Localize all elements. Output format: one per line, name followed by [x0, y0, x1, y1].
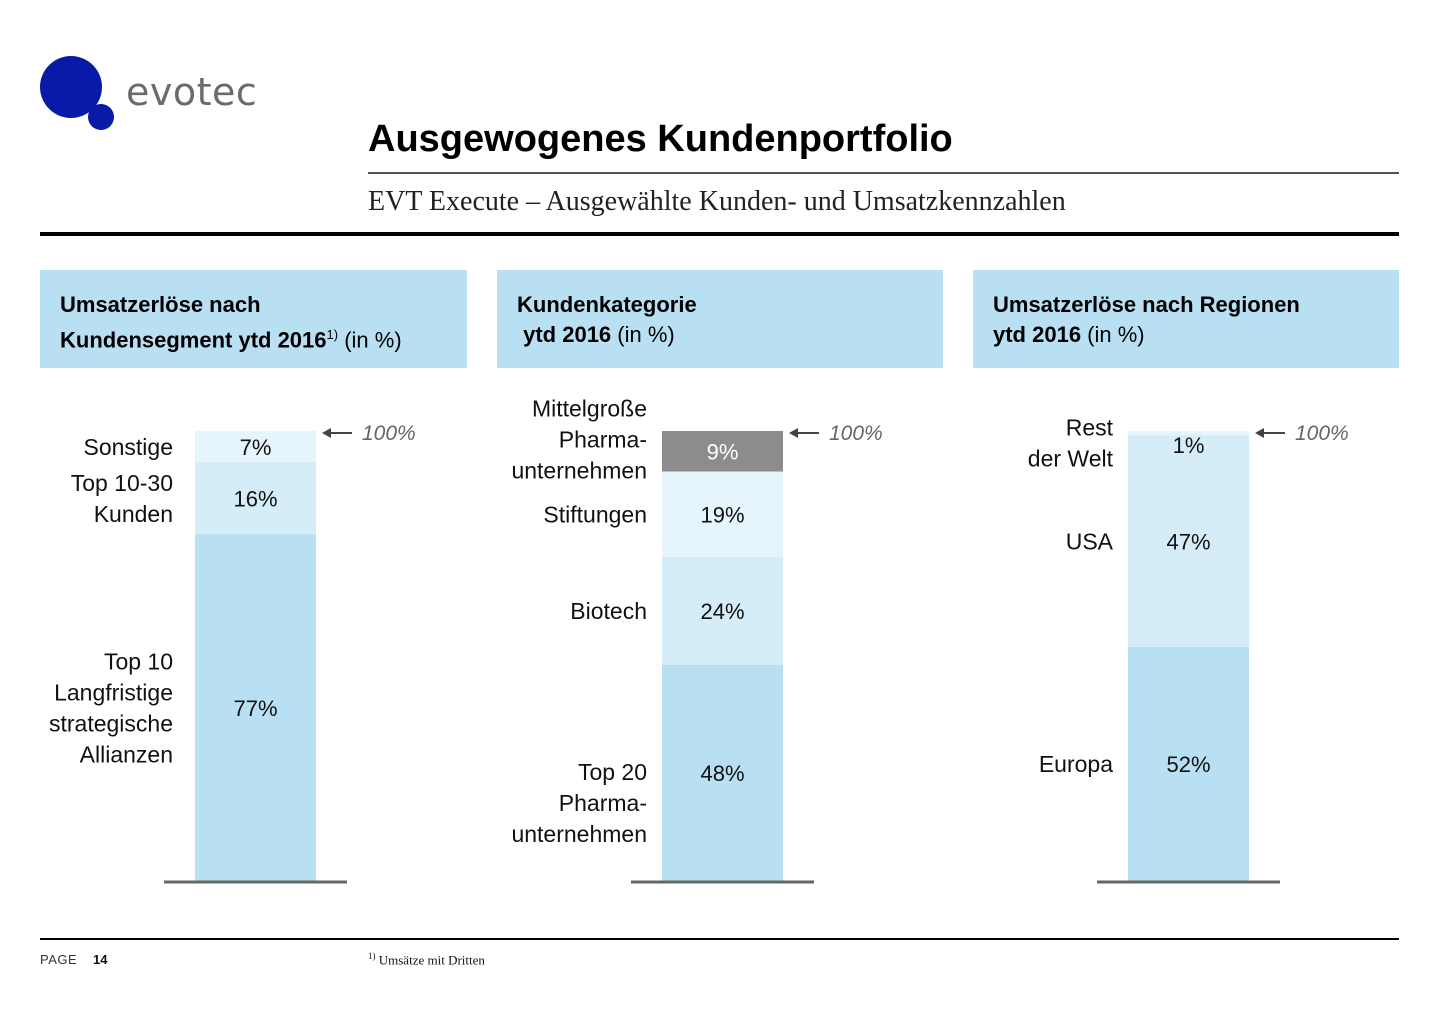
category-label: Top 20 Pharma-unternehmen [511, 759, 647, 847]
bar-segment [1128, 431, 1249, 436]
category-label-line: Langfristige [54, 679, 173, 705]
data-label: 48% [700, 761, 744, 786]
category-label-line: strategische [49, 710, 173, 736]
total-label: 100% [829, 422, 883, 445]
panel-header-line1: Umsatzerlöse nach [60, 292, 261, 317]
panel-header-unit: (in %) [338, 327, 402, 353]
bar-segment [662, 431, 783, 472]
bar-segment [1128, 647, 1249, 881]
title-divider [368, 172, 1399, 174]
panel-header-segment: Umsatzerlöse nach Kundensegment ytd 2016… [40, 270, 467, 368]
bar-segment [1128, 435, 1249, 647]
category-label: Sonstige [83, 434, 173, 460]
data-label: 77% [233, 696, 277, 721]
category-label-line: unternehmen [511, 821, 647, 847]
footnote-mark: 1) [368, 951, 376, 961]
evotec-logo-circle-small [88, 104, 114, 130]
total-label: 100% [362, 422, 416, 445]
category-label-line: Top 20 [578, 759, 647, 785]
panel-header-line2: ytd 2016 [517, 322, 612, 347]
category-label-line: der Welt [1028, 446, 1114, 472]
category-label-line: Pharma- [559, 426, 647, 452]
category-label-line: Sonstige [83, 434, 173, 460]
category-label-line: unternehmen [511, 457, 647, 483]
bar-segment [195, 462, 316, 535]
page-subtitle: EVT Execute – Ausgewählte Kunden- und Um… [368, 186, 1066, 217]
bar-segment [195, 431, 316, 463]
data-label: 7% [240, 435, 272, 460]
bar-segment [195, 534, 316, 881]
category-label: Biotech [570, 598, 647, 624]
category-label: USA [1066, 528, 1114, 554]
category-label-line: USA [1066, 528, 1114, 554]
data-label: 9% [707, 439, 739, 464]
category-label-line: Rest [1066, 415, 1114, 441]
category-label-line: Kunden [94, 501, 173, 527]
reference-arrow-head [322, 428, 331, 438]
page-title: Ausgewogenes Kundenportfolio [368, 118, 953, 160]
category-label-line: Top 10 [104, 648, 173, 674]
footnote-text: Umsätze mit Dritten [375, 952, 485, 968]
bar-segment [662, 665, 783, 881]
footnote: 1) Umsätze mit Dritten [368, 951, 485, 968]
data-label: 24% [700, 599, 744, 624]
stacked-bar-charts: 77% Top 10 Langfristige strategische Allianz… [49, 395, 1349, 884]
category-label-line: Europa [1039, 751, 1113, 777]
bar-segment [662, 471, 783, 557]
data-label: 19% [700, 502, 744, 527]
header-divider [40, 232, 1399, 236]
category-label-line: Stiftungen [543, 501, 647, 527]
category-label-line: Top 10-30 [71, 470, 173, 496]
data-label: 1% [1173, 433, 1205, 458]
category-label: Rest der Welt [1028, 415, 1114, 472]
footer-divider [40, 938, 1399, 940]
category-label-line: Biotech [570, 598, 647, 624]
evotec-logo-text: evotec [126, 70, 258, 114]
category-label-line: Mittelgroße [532, 395, 647, 421]
bar-segment [662, 557, 783, 665]
total-label: 100% [1295, 422, 1349, 445]
panel-header-line1: Umsatzerlöse nach Regionen [993, 292, 1300, 317]
page-number: 14 [93, 952, 108, 967]
panel-header-unit: (in %) [611, 322, 675, 347]
data-label: 16% [233, 487, 277, 512]
panel-header-line1: Kundenkategorie [517, 292, 697, 317]
category-label-line: Pharma- [559, 790, 647, 816]
category-label: Mittelgroße Pharma-unternehmen [511, 395, 647, 483]
reference-arrow-head [1255, 428, 1264, 438]
panel-header-sup: 1) [326, 327, 339, 342]
panel-header-line2: ytd 2016 [993, 322, 1082, 347]
data-label: 47% [1166, 529, 1210, 554]
category-label: Top 10 Langfristige strategische Allianzen [49, 648, 173, 767]
reference-arrow-head [789, 428, 798, 438]
category-label: Europa [1039, 751, 1113, 777]
panel-header-unit: (in %) [1081, 322, 1145, 347]
panel-header-category: Kundenkategorie ytd 2016 (in %) [497, 270, 943, 368]
category-label: Top 10-30 Kunden [71, 470, 173, 527]
panel-header-line2: Kundensegment ytd 2016 [60, 327, 327, 353]
category-label: Stiftungen [543, 501, 647, 527]
category-label-line: Allianzen [80, 741, 173, 767]
data-label: 52% [1166, 752, 1210, 777]
panel-header-region: Umsatzerlöse nach Regionen ytd 2016 (in … [973, 270, 1399, 368]
page-label: PAGE [40, 952, 78, 967]
